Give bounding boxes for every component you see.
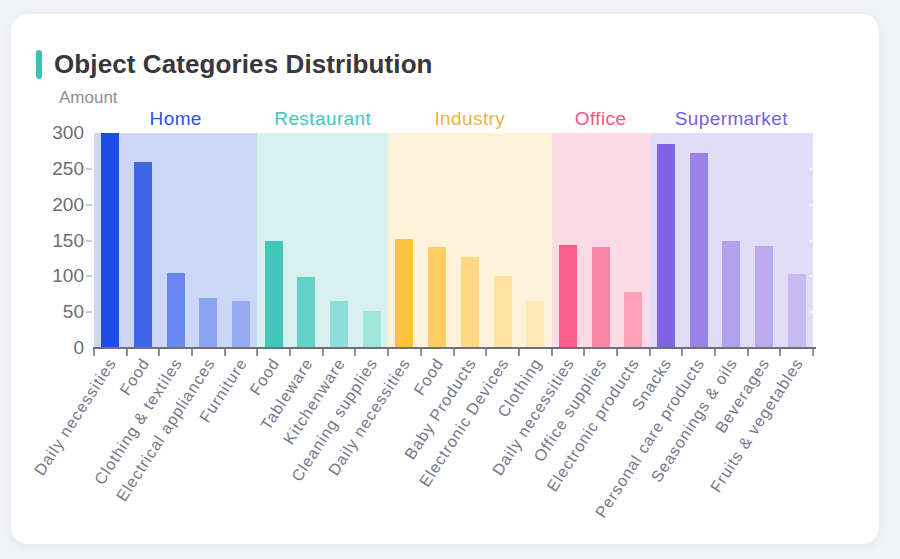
y-axis-tick-left	[86, 168, 92, 170]
y-axis-tick-label: 0	[34, 337, 84, 359]
bar-snacks[interactable]	[657, 144, 675, 348]
x-axis-tick	[747, 349, 749, 356]
y-axis-tick-label: 50	[34, 301, 84, 323]
x-axis-tick	[714, 349, 716, 356]
bar-cleaning-supplies[interactable]	[363, 311, 381, 348]
bar-electronic-devices[interactable]	[494, 276, 512, 348]
y-axis-tick-right	[809, 240, 813, 242]
x-axis-tick	[322, 349, 324, 356]
y-axis-tick-label: 100	[34, 265, 84, 287]
x-axis-tick	[289, 349, 291, 356]
x-axis-tick	[551, 349, 553, 356]
group-label-industry: Industry	[388, 108, 551, 130]
y-axis-tick-right	[809, 275, 813, 277]
x-axis-tick	[649, 349, 651, 356]
x-axis-tick	[158, 349, 160, 356]
bar-kitchenware[interactable]	[330, 301, 348, 348]
bar-electronic-products[interactable]	[624, 292, 642, 348]
y-axis-tick-right	[809, 204, 813, 206]
x-axis-tick	[583, 349, 585, 356]
bar-furniture[interactable]	[232, 301, 250, 348]
x-axis-tick	[616, 349, 618, 356]
y-axis-tick-label: 200	[34, 194, 84, 216]
group-label-supermarket: Supermarket	[650, 108, 813, 130]
y-axis-tick-left	[86, 311, 92, 313]
x-axis-line	[93, 347, 816, 349]
bar-food[interactable]	[428, 247, 446, 348]
x-axis-tick	[256, 349, 258, 356]
x-axis-tick	[387, 349, 389, 356]
x-axis-tick	[191, 349, 193, 356]
bar-daily-necessities[interactable]	[395, 239, 413, 348]
bar-tableware[interactable]	[297, 277, 315, 348]
chart-card: Object Categories Distribution Amount Ho…	[10, 13, 880, 545]
group-label-restaurant: Restaurant	[257, 108, 388, 130]
bar-fruits-vegetables[interactable]	[788, 274, 806, 348]
y-axis-tick-left	[86, 275, 92, 277]
bar-clothing[interactable]	[526, 301, 544, 348]
y-axis-tick-label: 300	[34, 122, 84, 144]
x-axis-tick	[812, 349, 814, 356]
x-axis-tick	[518, 349, 520, 356]
x-axis-tick	[681, 349, 683, 356]
bar-beverages[interactable]	[755, 246, 773, 348]
x-axis-tick	[354, 349, 356, 356]
x-axis-tick	[485, 349, 487, 356]
bar-electrical-appliances[interactable]	[199, 298, 217, 348]
y-axis-tick-label: 150	[34, 230, 84, 252]
bar-chart: HomeDaily necessitiesFoodClothing & text…	[11, 14, 881, 546]
y-axis-tick-left	[86, 240, 92, 242]
bar-personal-care-products[interactable]	[690, 153, 708, 348]
x-axis-tick	[779, 349, 781, 356]
x-axis-tick	[453, 349, 455, 356]
y-axis-tick-left	[86, 204, 92, 206]
y-axis-tick-right	[809, 168, 813, 170]
bar-daily-necessities[interactable]	[101, 133, 119, 348]
bar-food[interactable]	[265, 241, 283, 349]
y-axis-tick-label: 250	[34, 158, 84, 180]
bar-baby-products[interactable]	[461, 257, 479, 348]
bar-food[interactable]	[134, 162, 152, 348]
x-axis-tick	[93, 349, 95, 356]
x-axis-tick	[224, 349, 226, 356]
x-axis-tick	[126, 349, 128, 356]
bar-office-supplies[interactable]	[592, 247, 610, 348]
y-axis-tick-right	[809, 311, 813, 313]
bar-daily-necessities[interactable]	[559, 245, 577, 348]
x-axis-tick	[420, 349, 422, 356]
group-label-office: Office	[552, 108, 650, 130]
bar-seasonings-oils[interactable]	[722, 241, 740, 349]
group-label-home: Home	[94, 108, 257, 130]
bar-clothing-textiles[interactable]	[167, 273, 185, 348]
